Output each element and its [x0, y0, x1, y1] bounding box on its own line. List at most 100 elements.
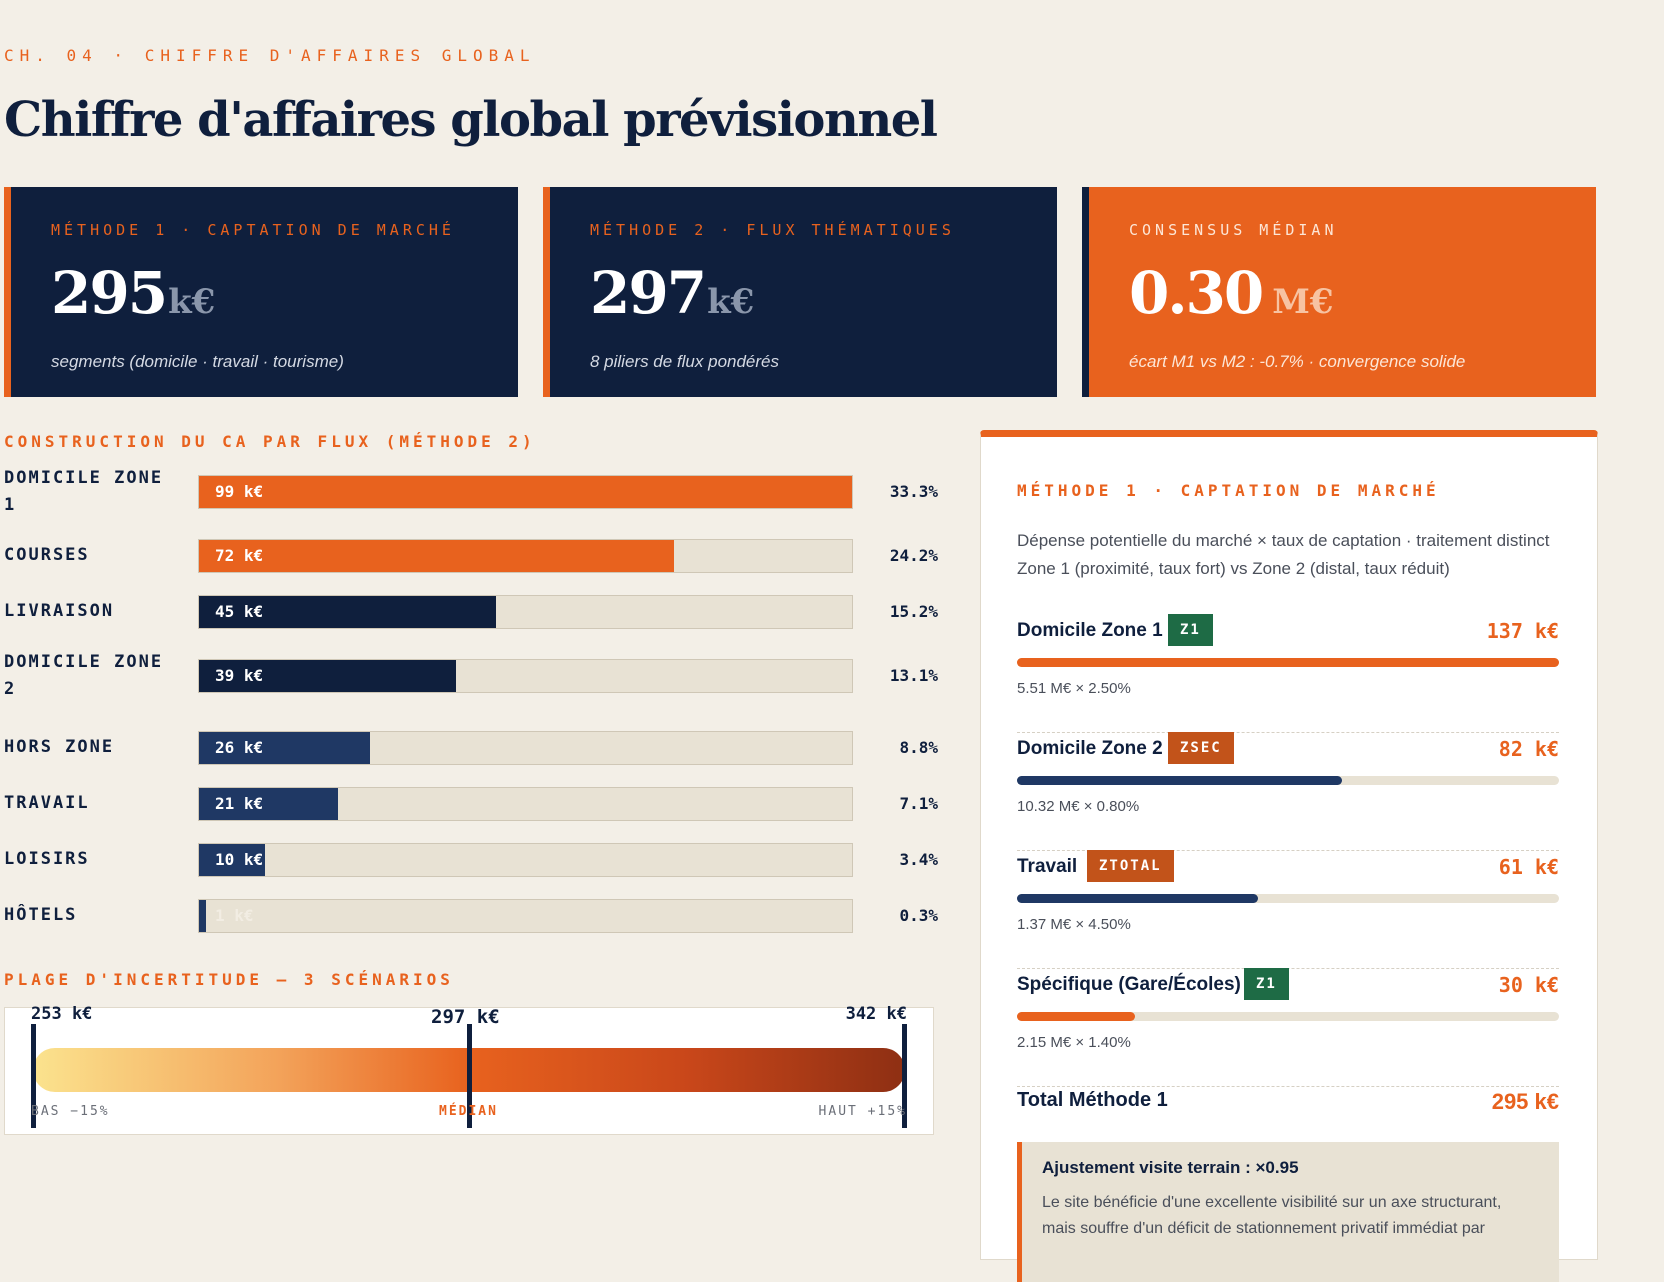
- kpi-subtitle: segments (domicile · travail · tourisme): [51, 352, 344, 371]
- adjustment-note: Ajustement visite terrain : ×0.95 Le sit…: [1017, 1142, 1559, 1282]
- capture-item-name: Domicile Zone 1: [1017, 620, 1163, 641]
- flow-bar-track: 26 k€: [198, 731, 853, 765]
- flow-value-label: 45 k€: [215, 602, 264, 621]
- flow-row: DOMICILE ZONE 1 99 k€ 33.3%: [4, 468, 938, 515]
- kpi-subtitle: écart M1 vs M2 : -0.7% · convergence sol…: [1129, 352, 1466, 371]
- page-title: Chiffre d'affaires global prévisionnel: [4, 92, 938, 148]
- kpi-card-method-2: MÉTHODE 2 · FLUX THÉMATIQUES 297k€ 8 pil…: [543, 187, 1057, 397]
- capture-formula: 5.51 M€ × 2.50%: [1017, 680, 1131, 697]
- flow-share-label: 3.4%: [899, 850, 938, 869]
- capture-item: Domicile Zone 2 ZSEC 82 k€ 10.32 M€ × 0.80%: [1017, 732, 1559, 851]
- flow-share-label: 7.1%: [899, 794, 938, 813]
- kpi-label: MÉTHODE 1 · CAPTATION DE MARCHÉ: [51, 221, 455, 239]
- flow-category-label: DOMICILE ZONE 2: [4, 652, 164, 699]
- flow-bar: [199, 476, 852, 508]
- flow-share-label: 0.3%: [899, 906, 938, 925]
- flow-bar: [199, 540, 674, 572]
- flow-bar: [199, 732, 371, 764]
- flow-share-label: 8.8%: [899, 738, 938, 757]
- flow-row: HORS ZONE 26 k€ 8.8%: [4, 728, 938, 768]
- flow-category-label: HÔTELS: [4, 905, 78, 925]
- flow-bar-track: 72 k€: [198, 539, 853, 573]
- uncertainty-range: 253 k€ 297 k€ 342 k€ BAS −15% MÉDIAN HAU…: [4, 1004, 934, 1135]
- capture-item-value: 61 k€: [1498, 855, 1559, 879]
- capture-item: Travail ZTOTAL 61 k€ 1.37 M€ × 4.50%: [1017, 850, 1559, 969]
- capture-item-value: 82 k€: [1498, 737, 1559, 761]
- flow-bar: [199, 844, 265, 876]
- flow-value-label: 21 k€: [215, 794, 264, 813]
- capture-formula: 2.15 M€ × 1.40%: [1017, 1034, 1131, 1051]
- range-tick-median: [467, 1024, 472, 1128]
- flows-section-title: CONSTRUCTION DU CA PAR FLUX (MÉTHODE 2): [4, 432, 536, 451]
- flow-bar-track: 21 k€: [198, 787, 853, 821]
- flow-row: TRAVAIL 21 k€ 7.1%: [4, 784, 938, 824]
- flow-row: COURSES 72 k€ 24.2%: [4, 536, 938, 576]
- capture-bar: [1017, 658, 1559, 667]
- kpi-value: 0.30 M€: [1129, 263, 1556, 338]
- kpi-value: 297k€: [590, 263, 1017, 338]
- flow-bar: [199, 660, 457, 692]
- panel-title: MÉTHODE 1 · CAPTATION DE MARCHÉ: [1017, 481, 1440, 500]
- capture-item-name: Spécifique (Gare/Écoles): [1017, 974, 1241, 995]
- adjustment-text: Le site bénéficie d'une excellente visib…: [1042, 1194, 1502, 1237]
- range-median-value: 297 k€: [431, 1006, 500, 1028]
- range-low-label: BAS −15%: [31, 1104, 110, 1119]
- flow-bar-track: 99 k€: [198, 475, 853, 509]
- range-section-title: PLAGE D'INCERTITUDE — 3 SCÉNARIOS: [4, 970, 454, 989]
- capture-item-name: Domicile Zone 2: [1017, 738, 1163, 759]
- capture-bar-track: [1017, 658, 1559, 667]
- kpi-unit: k€: [707, 282, 755, 322]
- flow-value-label: 26 k€: [215, 738, 264, 757]
- flow-share-label: 15.2%: [889, 602, 938, 621]
- flow-category-label: DOMICILE ZONE 1: [4, 468, 164, 515]
- flow-row: DOMICILE ZONE 2 39 k€ 13.1%: [4, 652, 938, 699]
- kpi-unit: k€: [168, 282, 216, 322]
- flow-bar: [199, 788, 338, 820]
- zone-badge: ZSEC: [1168, 732, 1234, 764]
- flow-category-label: TRAVAIL: [4, 793, 90, 813]
- flow-share-label: 33.3%: [889, 482, 938, 501]
- capture-item-value: 30 k€: [1498, 973, 1559, 997]
- range-median-label: MÉDIAN: [439, 1104, 498, 1119]
- capture-item: Domicile Zone 1 Z1 137 k€ 5.51 M€ × 2.50%: [1017, 614, 1559, 733]
- flow-bar-track: 10 k€: [198, 843, 853, 877]
- kpi-value: 295k€: [51, 263, 478, 338]
- flow-share-label: 13.1%: [889, 666, 938, 685]
- capture-bar-track: [1017, 1012, 1559, 1021]
- flow-bar-track: 39 k€: [198, 659, 853, 693]
- flow-bar-track: 45 k€: [198, 595, 853, 629]
- range-high-value: 342 k€: [845, 1004, 907, 1024]
- kpi-card-method-1: MÉTHODE 1 · CAPTATION DE MARCHÉ 295k€ se…: [4, 187, 518, 397]
- capture-bar: [1017, 1012, 1136, 1021]
- range-high-label: HAUT +15%: [818, 1104, 907, 1119]
- capture-bar: [1017, 894, 1259, 903]
- flow-category-label: LIVRAISON: [4, 601, 115, 621]
- flow-row: LIVRAISON 45 k€ 15.2%: [4, 592, 938, 632]
- flow-bar: [199, 900, 206, 932]
- capture-bar: [1017, 776, 1343, 785]
- capture-bar-track: [1017, 894, 1559, 903]
- flow-share-label: 24.2%: [889, 546, 938, 565]
- zone-badge: Z1: [1244, 968, 1289, 1000]
- kpi-card-consensus: CONSENSUS MÉDIAN 0.30 M€ écart M1 vs M2 :…: [1082, 187, 1596, 397]
- flow-value-label: 72 k€: [215, 546, 264, 565]
- flow-category-label: LOISIRS: [4, 849, 90, 869]
- kpi-subtitle: 8 piliers de flux pondérés: [590, 352, 780, 371]
- capture-bar-track: [1017, 776, 1559, 785]
- kpi-label: CONSENSUS MÉDIAN: [1129, 221, 1338, 239]
- range-tick-high: [902, 1024, 907, 1128]
- flow-category-label: HORS ZONE: [4, 737, 115, 757]
- flow-value-label: 1 k€: [215, 906, 254, 925]
- flow-row: LOISIRS 10 k€ 3.4%: [4, 840, 938, 880]
- chapter-eyebrow: CH. 04 · CHIFFRE D'AFFAIRES GLOBAL: [4, 46, 536, 65]
- range-low-value: 253 k€: [31, 1004, 93, 1024]
- kpi-number: 297: [590, 259, 707, 327]
- capture-formula: 10.32 M€ × 0.80%: [1017, 798, 1140, 815]
- adjustment-title: Ajustement visite terrain : ×0.95: [1042, 1158, 1299, 1177]
- total-label: Total Méthode 1: [1017, 1089, 1168, 1111]
- flow-value-label: 99 k€: [215, 482, 264, 501]
- kpi-number: 295: [51, 259, 168, 327]
- capture-item: Spécifique (Gare/Écoles) Z1 30 k€ 2.15 M€ ×…: [1017, 968, 1559, 1087]
- flow-bar: [199, 596, 496, 628]
- flow-bar-track: 1 k€: [198, 899, 853, 933]
